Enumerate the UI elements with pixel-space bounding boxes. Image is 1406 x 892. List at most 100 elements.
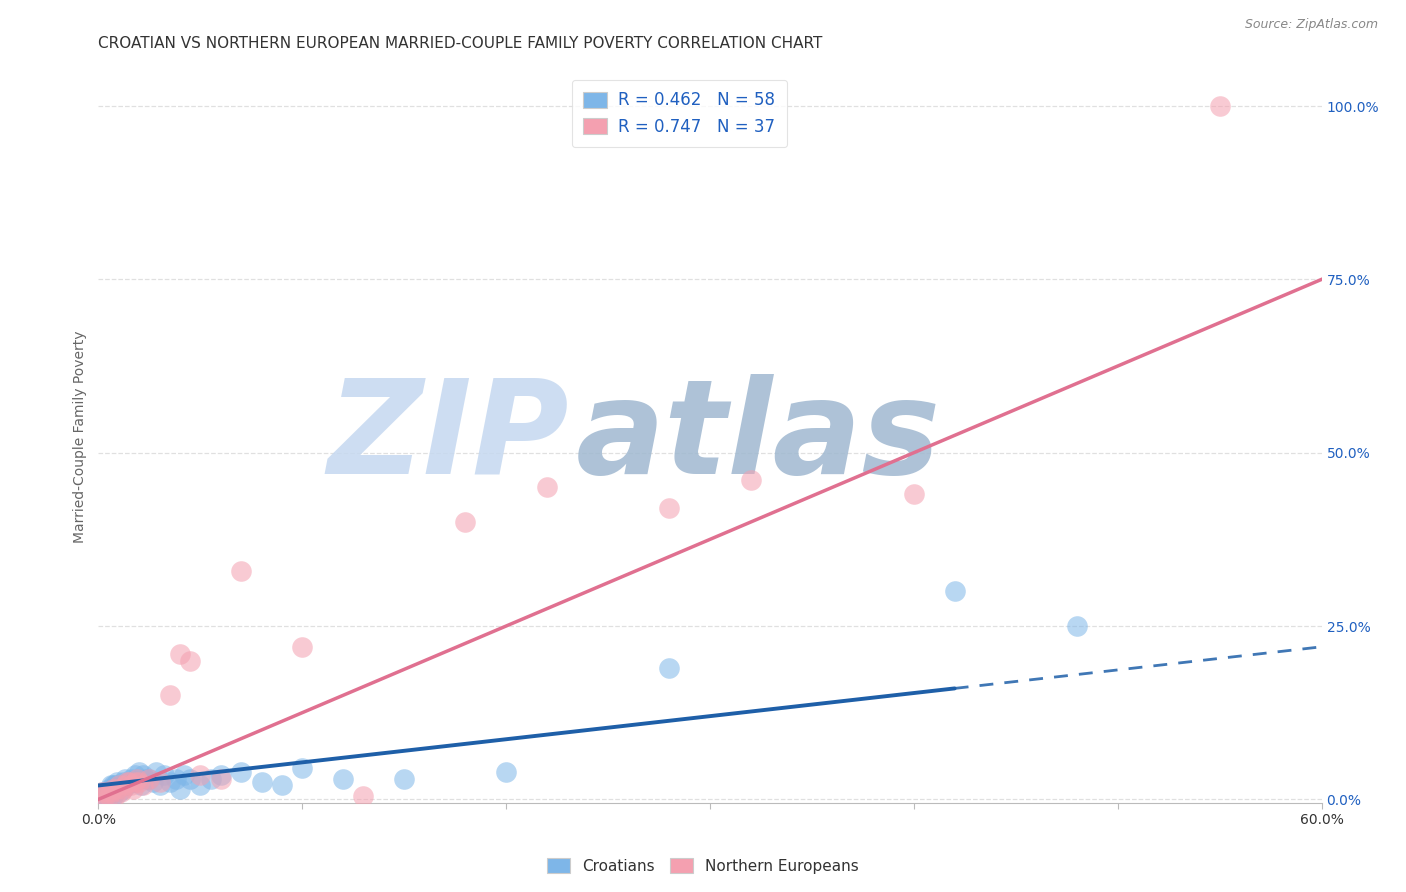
Point [138, 772, 160, 786]
Point [392, 772, 416, 786]
Point [159, 689, 181, 703]
Point [91, 785, 114, 799]
Point [179, 772, 201, 786]
Point [111, 775, 134, 789]
Point [454, 515, 477, 529]
Point [145, 764, 167, 779]
Point [101, 789, 124, 803]
Point [108, 785, 131, 799]
Point [96, 789, 118, 803]
Point [132, 779, 155, 793]
Point [122, 775, 145, 789]
Point [943, 584, 966, 599]
Point [152, 768, 174, 782]
Point [93, 785, 115, 799]
Point [124, 768, 146, 782]
Point [105, 775, 128, 789]
Point [96, 785, 118, 799]
Text: Source: ZipAtlas.com: Source: ZipAtlas.com [1244, 18, 1378, 31]
Point [115, 775, 138, 789]
Point [96, 785, 118, 799]
Point [291, 761, 314, 775]
Point [1209, 99, 1232, 113]
Point [127, 772, 149, 786]
Point [89, 789, 111, 803]
Point [111, 781, 134, 796]
Point [129, 779, 152, 793]
Point [104, 785, 127, 799]
Point [165, 772, 187, 786]
Point [118, 775, 141, 789]
Point [188, 779, 212, 793]
Point [101, 781, 124, 796]
Point [179, 654, 201, 668]
Point [132, 768, 155, 782]
Point [108, 779, 131, 793]
Legend: R = 0.462   N = 58, R = 0.747   N = 37: R = 0.462 N = 58, R = 0.747 N = 37 [572, 79, 787, 147]
Point [903, 487, 925, 501]
Y-axis label: Married-Couple Family Poverty: Married-Couple Family Poverty [73, 331, 87, 543]
Point [111, 781, 134, 796]
Point [250, 775, 273, 789]
Point [200, 772, 222, 786]
Point [209, 768, 232, 782]
Point [104, 789, 127, 803]
Point [231, 764, 253, 779]
Point [291, 640, 314, 654]
Point [128, 775, 150, 789]
Point [105, 781, 128, 796]
Point [101, 781, 124, 796]
Point [97, 789, 120, 803]
Point [142, 775, 165, 789]
Point [110, 779, 132, 793]
Point [658, 660, 681, 674]
Point [91, 789, 114, 803]
Point [97, 781, 120, 796]
Point [231, 564, 253, 578]
Point [93, 789, 115, 803]
Point [169, 647, 191, 661]
Point [114, 779, 136, 793]
Point [173, 768, 195, 782]
Point [105, 781, 128, 796]
Point [188, 768, 212, 782]
Point [658, 501, 681, 516]
Text: atlas: atlas [575, 374, 941, 500]
Point [101, 779, 124, 793]
Point [100, 779, 122, 793]
Point [740, 474, 762, 488]
Point [159, 775, 181, 789]
Point [122, 781, 145, 796]
Point [332, 772, 354, 786]
Point [100, 785, 122, 799]
Legend: Croatians, Northern Europeans: Croatians, Northern Europeans [541, 852, 865, 880]
Point [128, 764, 150, 779]
Point [89, 789, 111, 803]
Point [120, 772, 142, 786]
Text: ZIP: ZIP [328, 374, 569, 500]
Point [93, 789, 115, 803]
Point [114, 772, 136, 786]
Point [110, 785, 132, 799]
Point [169, 781, 191, 796]
Point [536, 480, 558, 494]
Point [138, 772, 160, 786]
Point [104, 779, 127, 793]
Point [97, 785, 120, 799]
Point [108, 779, 131, 793]
Point [127, 772, 149, 786]
Point [100, 785, 122, 799]
Point [495, 764, 517, 779]
Point [352, 789, 374, 803]
Point [120, 779, 142, 793]
Point [91, 785, 114, 799]
Text: CROATIAN VS NORTHERN EUROPEAN MARRIED-COUPLE FAMILY POVERTY CORRELATION CHART: CROATIAN VS NORTHERN EUROPEAN MARRIED-CO… [98, 36, 823, 51]
Point [209, 772, 232, 786]
Point [1066, 619, 1088, 633]
Point [115, 779, 138, 793]
Point [134, 772, 156, 786]
Point [124, 775, 146, 789]
Point [118, 775, 141, 789]
Point [97, 789, 120, 803]
Point [270, 779, 294, 793]
